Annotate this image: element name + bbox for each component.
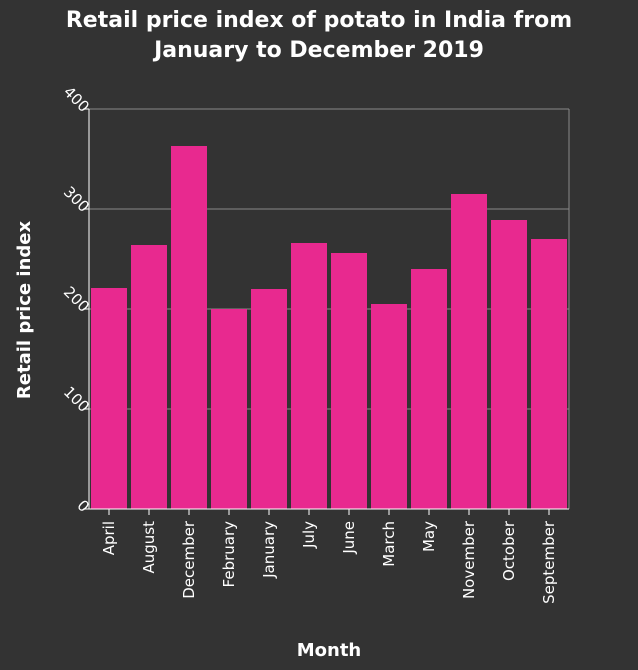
- chart-title: Retail price index of potato in India fr…: [0, 6, 638, 66]
- chart-title-line-2: January to December 2019: [154, 38, 484, 63]
- bar: [291, 243, 327, 509]
- y-tick-label: 0: [73, 496, 92, 515]
- y-tick-label: 200: [60, 283, 93, 316]
- y-tick-label: 300: [60, 183, 93, 216]
- x-tick-label: February: [220, 521, 238, 588]
- x-tick-label: April: [100, 521, 118, 555]
- x-tick-label: November: [460, 520, 478, 599]
- bar: [411, 269, 447, 509]
- y-tick-labels: 0 100 200 300 400: [60, 83, 93, 516]
- y-tick-label: 400: [60, 83, 93, 116]
- bar: [171, 146, 207, 509]
- x-axis-title: Month: [297, 640, 362, 661]
- grid-lines: [89, 108, 569, 410]
- x-tick-label: January: [260, 521, 278, 579]
- bar: [531, 239, 567, 509]
- x-tick-label: September: [540, 520, 558, 604]
- bars: [91, 146, 567, 509]
- x-tick-label: December: [180, 520, 198, 599]
- x-tick-label: October: [500, 520, 518, 581]
- x-tick-label: July: [300, 521, 318, 549]
- bar: [251, 289, 287, 509]
- bar: [91, 288, 127, 509]
- bar: [131, 245, 167, 509]
- x-tick-labels: April August December February January July Ju…: [100, 520, 558, 604]
- chart-title-line-1: Retail price index of potato in India fr…: [65, 8, 573, 33]
- bar: [451, 194, 487, 509]
- x-tick-label: May: [420, 521, 438, 552]
- bar: [491, 220, 527, 509]
- x-tick-label: August: [140, 521, 158, 574]
- x-tick-label: June: [340, 521, 358, 555]
- y-axis-title: Retail price index: [14, 221, 35, 400]
- axes: [83, 108, 570, 515]
- bar: [211, 309, 247, 509]
- bar: [371, 304, 407, 509]
- y-tick-label: 100: [60, 383, 93, 416]
- x-tick-label: March: [380, 521, 398, 567]
- bar: [331, 253, 367, 509]
